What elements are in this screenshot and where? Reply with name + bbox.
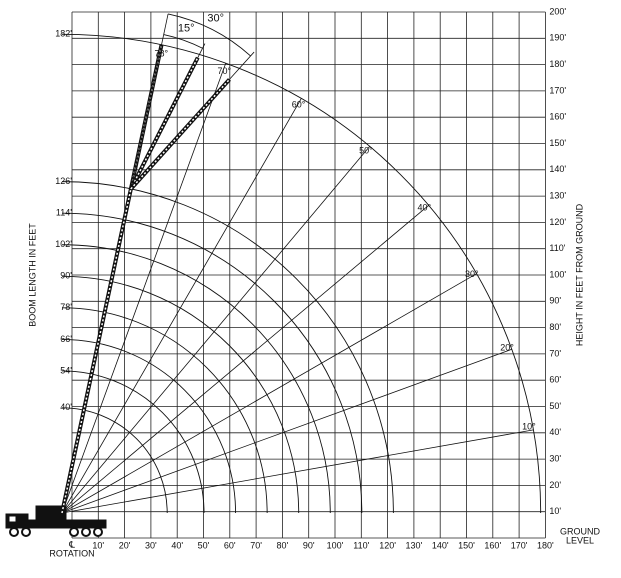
offset-reference <box>197 43 206 58</box>
boom-angle-line <box>61 348 512 514</box>
height-label: 150' <box>549 138 566 148</box>
radius-label: 60' <box>224 540 236 550</box>
boom-angle-line <box>61 98 302 514</box>
height-label: 140' <box>549 164 566 174</box>
height-label: 170' <box>549 85 566 95</box>
level-label: LEVEL <box>566 535 594 545</box>
boom-length-arc <box>61 181 394 514</box>
wheel <box>69 527 79 537</box>
height-label: 100' <box>549 269 566 279</box>
radius-label: 180' <box>537 540 554 550</box>
radius-label: 20' <box>119 540 131 550</box>
boom-angle-line <box>61 205 429 514</box>
boom-length-label: 78' <box>60 302 72 312</box>
radius-label: 80' <box>277 540 289 550</box>
main-boom-lacing <box>61 188 132 514</box>
boom-length-label: 114' <box>56 208 72 218</box>
offset-arc <box>163 34 203 49</box>
boom-length-arc <box>61 307 268 514</box>
boom-length-label: 182' <box>55 29 72 39</box>
centerline-symbol: ℄ <box>68 539 75 549</box>
radius-label: 160' <box>484 540 501 550</box>
truck-chassis <box>25 519 107 529</box>
height-label: 160' <box>549 112 566 122</box>
offset-label: 15° <box>178 23 195 35</box>
boom-angle-line <box>61 146 370 514</box>
radius-label: 50' <box>198 540 210 550</box>
boom-angle-line <box>61 273 477 514</box>
wheel <box>81 527 91 537</box>
wheel <box>93 527 103 537</box>
radius-label: 10' <box>92 540 104 550</box>
boom-angle-label: 70° <box>217 66 231 76</box>
height-label: 30' <box>549 453 561 463</box>
height-label: 190' <box>549 33 566 43</box>
height-label: 60' <box>549 375 561 385</box>
boom-angle-line <box>61 429 534 514</box>
offset-jib-lacing <box>130 57 199 190</box>
radius-label: 40' <box>171 540 183 550</box>
boom-angle-label: 50° <box>359 146 373 156</box>
wheel <box>9 527 19 537</box>
boom-length-arc <box>61 33 542 514</box>
boom-length-label: 54' <box>60 365 72 375</box>
boom-angle-line <box>61 63 227 514</box>
truck <box>5 505 107 537</box>
boom-length-arc <box>61 275 300 514</box>
radius-label: 90' <box>303 540 315 550</box>
radius-label: 140' <box>432 540 449 550</box>
boom-angle-label: 60° <box>292 100 306 110</box>
radius-label: 120' <box>379 540 396 550</box>
cab-window <box>8 515 17 523</box>
offset-arc <box>167 13 251 57</box>
height-label: 50' <box>549 401 561 411</box>
right-axis-title: HEIGHT IN FEET FROM GROUND <box>574 203 584 346</box>
radius-label: 70' <box>250 540 262 550</box>
left-axis-title: BOOM LENGTH IN FEET <box>27 223 37 327</box>
radius-label: 170' <box>511 540 528 550</box>
boom-angle-label: 10° <box>522 421 536 431</box>
boom-length-label: 66' <box>60 334 72 344</box>
boom-angle-label: 40° <box>417 203 431 213</box>
height-label: 200' <box>549 6 566 16</box>
wheel <box>21 527 31 537</box>
boom-angle-label: 30° <box>465 269 479 279</box>
radius-label: 110' <box>353 540 369 550</box>
radius-label: 150' <box>458 540 475 550</box>
height-label: 70' <box>549 348 561 358</box>
height-label: 10' <box>549 506 561 516</box>
radius-label: 130' <box>406 540 423 550</box>
radius-label: 30' <box>145 540 157 550</box>
height-label: 180' <box>549 59 566 69</box>
height-label: 20' <box>549 480 561 490</box>
boom-length-arc <box>61 244 331 514</box>
radius-label: 100' <box>327 540 344 550</box>
boom-length-label: 90' <box>60 271 72 281</box>
crane-house <box>35 505 67 521</box>
boom-angle-label: 20° <box>500 343 514 353</box>
boom-length-label: 40' <box>60 402 72 412</box>
height-label: 80' <box>549 322 561 332</box>
offset-reference <box>130 13 169 189</box>
offset-label: 30° <box>207 12 224 24</box>
boom-length-label: 102' <box>55 239 72 249</box>
height-label: 40' <box>549 427 561 437</box>
height-label: 90' <box>549 296 561 306</box>
boom-length-label: 126' <box>55 176 72 186</box>
height-label: 120' <box>549 217 566 227</box>
height-label: 130' <box>549 190 566 200</box>
boom-length-arc <box>61 212 363 514</box>
height-label: 110' <box>549 243 565 253</box>
offset-jib-lacing <box>130 78 231 190</box>
rotation-label: ROTATION <box>49 548 94 558</box>
ground-label: GROUND <box>560 526 600 536</box>
offset-reference <box>229 51 255 80</box>
